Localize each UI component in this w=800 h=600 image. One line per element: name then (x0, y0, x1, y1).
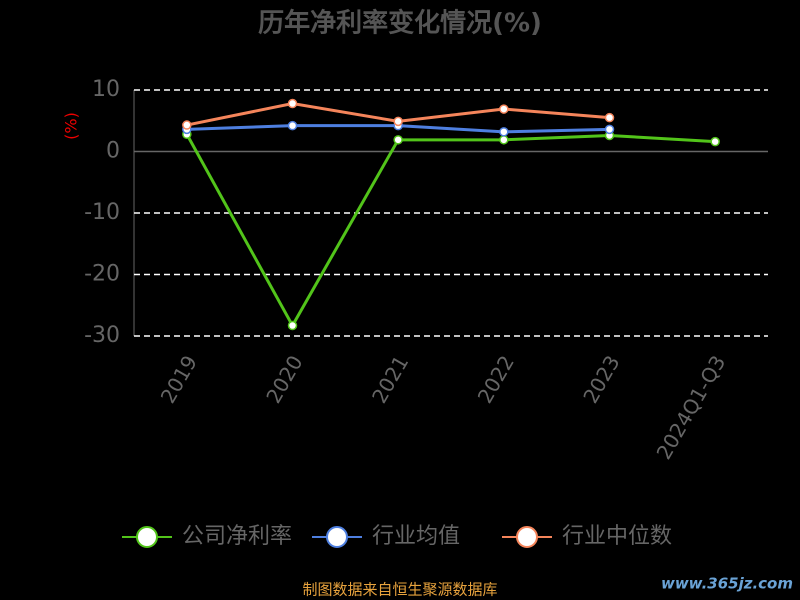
data-point (182, 120, 192, 130)
legend-marker (516, 526, 538, 548)
data-point (393, 116, 403, 127)
y-tick-label: -20 (84, 262, 120, 287)
x-tick-label: 2020 (261, 351, 307, 407)
data-point (393, 135, 403, 145)
x-tick-label: 2022 (473, 351, 519, 407)
data-point (499, 127, 509, 137)
data-point (499, 104, 509, 114)
source-note: 制图数据来自恒生聚源数据库 (302, 581, 497, 599)
x-tick-label: 2019 (156, 351, 202, 407)
data-point (287, 320, 298, 331)
data-point (287, 120, 298, 131)
series-line (185, 133, 716, 329)
y-tick-label: -30 (84, 323, 120, 348)
y-tick-label: 10 (92, 77, 120, 102)
data-point (287, 98, 298, 109)
chart-title: 历年净利率变化情况(%) (258, 8, 542, 39)
data-point (604, 112, 615, 123)
legend-marker (136, 526, 158, 548)
data-point (710, 136, 720, 147)
x-tick-label: 2023 (578, 351, 624, 407)
y-tick-label: 0 (106, 139, 120, 164)
x-tick-label: 2024Q1-Q3 (652, 351, 731, 463)
y-tick-label: -10 (84, 200, 120, 225)
watermark: www.365jz.com (661, 575, 793, 593)
legend-marker (326, 526, 348, 548)
legend-label: 行业中位数 (562, 524, 672, 549)
data-point (499, 135, 509, 145)
legend-label: 公司净利率 (182, 524, 292, 549)
y-axis-label: (%) (62, 112, 81, 140)
x-tick-label: 2021 (367, 351, 413, 407)
data-point (604, 124, 615, 135)
legend-label: 行业均值 (372, 524, 460, 549)
